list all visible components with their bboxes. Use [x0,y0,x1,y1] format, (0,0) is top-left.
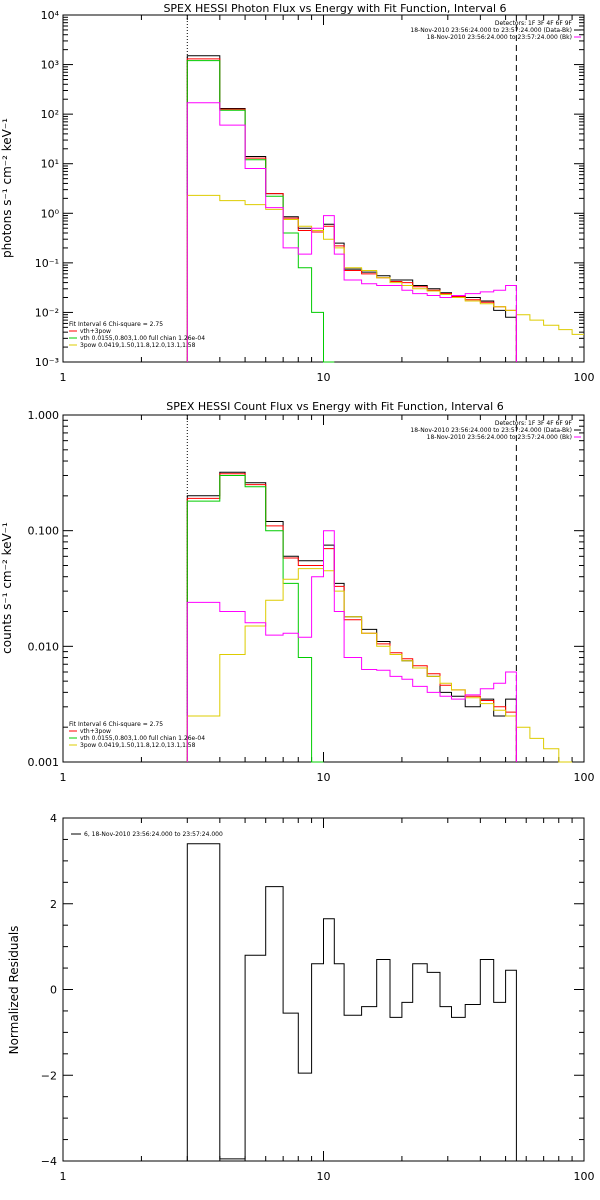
series-line-2 [186,60,335,363]
panel1-series [186,15,584,363]
y-tick-label: 2 [50,898,57,911]
x-tick-label: 100 [574,371,595,384]
y-tick-label: 0.001 [28,756,60,769]
series-line-2 [186,475,324,763]
y-tick-label: 10⁻¹ [35,257,59,270]
series-line-3 [186,194,584,362]
y-tick-label: 0 [50,984,57,997]
y-tick-label: −2 [41,1069,57,1082]
y-tick-label: 10⁻³ [35,356,59,369]
panel3-ticks: 1 10 100 −4 −2 0 2 4 [41,812,595,1183]
y-tick-label: 10³ [41,59,59,72]
series-line-4 [186,530,517,762]
legend-bottom-entry: vth+3pow [80,728,111,735]
legend-entry: 6, 18-Nov-2010 23:56:24.000 to 23:57:24.… [84,831,223,838]
series-line-1 [186,58,517,362]
series-line-0 [186,843,517,1161]
legend-top-entry: Detectors: 1F 3F 4F 6F 9F [495,420,573,427]
count-flux-panel: SPEX HESSI Count Flux vs Energy with Fit… [0,400,595,784]
panel1-ticks: 1 10 100 10⁻³ 10⁻² 10⁻¹ 10⁰ 10¹ 10² 10³ 10⁴ [35,9,595,384]
legend-bottom-entry: 3pow 0.0419,1.50,11.8,12.0,13.1,1.58 [80,342,196,349]
y-tick-label: 10⁴ [41,9,60,22]
panel3-legend: 6, 18-Nov-2010 23:56:24.000 to 23:57:24.… [71,831,223,838]
legend-top-entry: 18-Nov-2010 23:56:24.000 to 23:57:24.000… [427,434,572,441]
panel2-ticks: 1 10 100 0.001 0.010 0.100 1.000 [28,409,595,784]
x-tick-label: 1 [60,371,67,384]
y-tick-label: 10⁻² [35,306,59,319]
x-tick-label: 100 [574,1170,595,1183]
panel1-y-axis-label: photons s⁻¹ cm⁻² keV⁻¹ [0,118,14,258]
panel3-y-axis-label: Normalized Residuals [7,926,21,1055]
panel3-series [186,843,517,1161]
residuals-panel: Normalized Residuals 1 10 100 −4 −2 0 2 4 6, 18… [7,812,595,1183]
legend-bottom-entry: vth 0.0155,0.803,1.00 full chian 1.26e-0… [80,735,205,742]
legend-top-entry: 18-Nov-2010 23:56:24.000 to 23:57:24.000… [427,34,572,41]
x-tick-label: 10 [317,371,331,384]
x-tick-label: 100 [574,771,595,784]
y-tick-label: 10² [41,108,59,121]
x-tick-label: 1 [60,1170,67,1183]
legend-bottom-entry: vth 0.0155,0.803,1.00 full chian 1.26e-0… [80,335,205,342]
y-tick-label: −4 [41,1155,57,1168]
y-tick-label: 10⁰ [41,207,60,220]
x-tick-label: 10 [317,771,331,784]
y-tick-label: 0.100 [28,525,60,538]
y-tick-label: 4 [50,812,57,825]
panel2-title: SPEX HESSI Count Flux vs Energy with Fit… [166,400,503,413]
legend-bottom-entry: 3pow 0.0419,1.50,11.8,12.0,13.1,1.58 [80,742,196,749]
photon-flux-panel: SPEX HESSI Photon Flux vs Energy with Fi… [0,2,595,384]
panel1-title: SPEX HESSI Photon Flux vs Energy with Fi… [163,2,506,15]
series-line-3 [186,568,573,763]
panel2-y-axis-label: counts s⁻¹ cm⁻² keV⁻¹ [0,522,14,654]
series-line-1 [186,473,517,762]
panel2-series [186,415,573,763]
y-tick-label: 1.000 [28,409,60,422]
y-tick-label: 0.010 [28,640,60,653]
legend-bottom-entry: vth+3pow [80,328,111,335]
legend-top-entry: Detectors: 1F 3F 4F 6F 9F [495,20,573,27]
legend-top-entry: 18-Nov-2010 23:56:24.000 to 23:57:24.000… [410,427,572,434]
series-line-4 [186,102,517,362]
x-tick-label: 1 [60,771,67,784]
legend-top-entry: 18-Nov-2010 23:56:24.000 to 23:57:24.000… [410,27,572,34]
legend-bottom-entry: Fit Interval 6 Chi-square = 2.75 [69,721,163,728]
y-tick-label: 10¹ [41,158,59,171]
series-line-0 [186,55,517,362]
x-tick-label: 10 [317,1170,331,1183]
legend-bottom-entry: Fit Interval 6 Chi-square = 2.75 [69,321,163,328]
